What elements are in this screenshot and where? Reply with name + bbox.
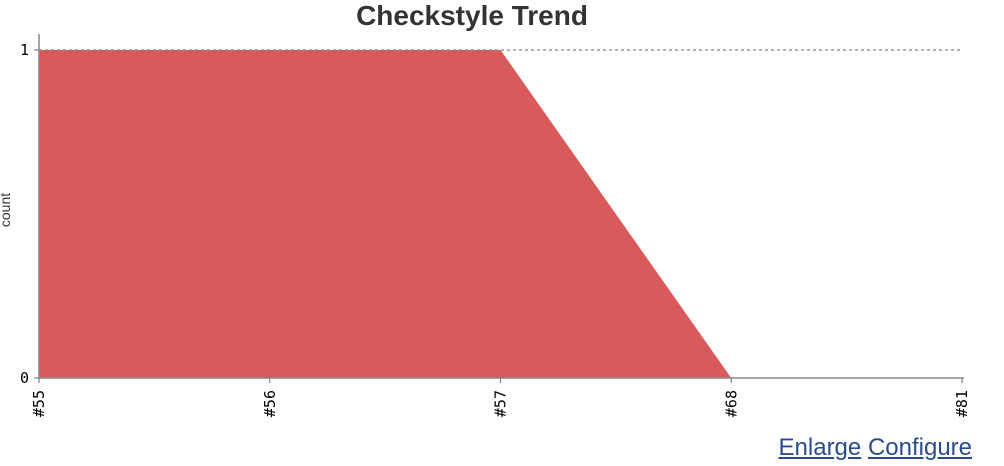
series-area <box>39 50 962 378</box>
x-tick-label: #55 <box>30 390 48 417</box>
x-tick-label: #68 <box>722 390 740 417</box>
y-tick-label: 1 <box>20 41 29 59</box>
x-tick-label: #57 <box>492 390 510 417</box>
x-tick-label: #81 <box>953 390 971 417</box>
chart-links: Enlarge Configure <box>779 433 972 463</box>
enlarge-link[interactable]: Enlarge <box>778 434 862 461</box>
configure-link[interactable]: Configure <box>867 434 972 461</box>
y-tick-label: 0 <box>20 369 29 387</box>
x-tick-label: #56 <box>261 390 279 417</box>
chart-title: Checkstyle Trend <box>356 0 588 31</box>
